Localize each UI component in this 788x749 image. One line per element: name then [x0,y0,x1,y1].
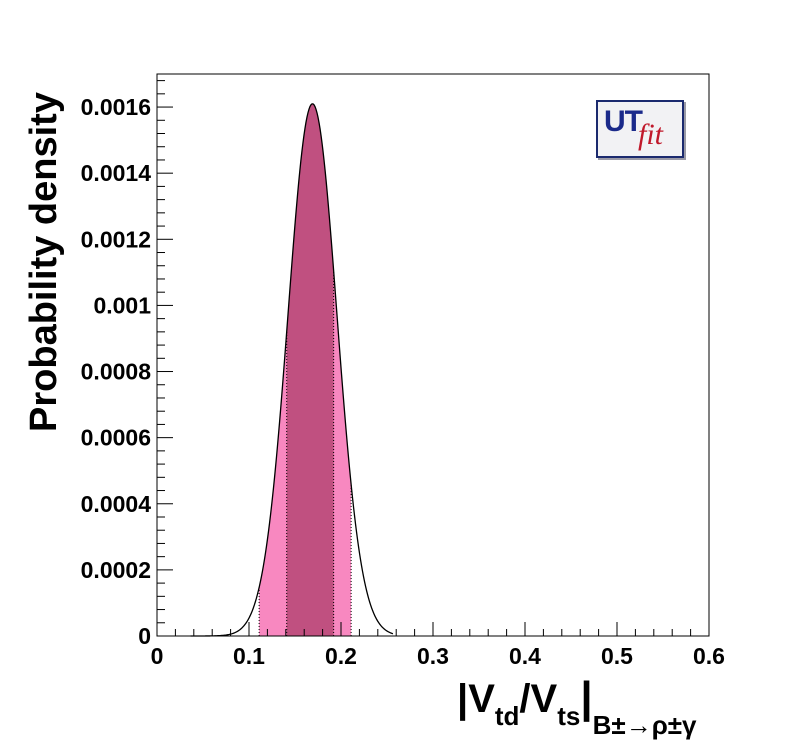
tick-labels: 0 0.1 0.2 0.3 0.4 0.5 0.6 0 0.0002 0.0004 0.0006 0.… [81,94,725,669]
y-tick-label: 0.0014 [81,160,152,186]
x-axis-label: |Vtd/Vts|B±→ρ±γ [457,673,697,740]
x-tick-label: 0.1 [233,643,265,669]
y-axis-label: Probability density [23,92,65,432]
band-dividers [258,270,352,636]
x-label-main: |V [457,677,495,721]
x-label-process: B±→ρ±γ [593,710,697,740]
logo-ut-text: UT [604,105,643,138]
plot-frame [156,73,710,637]
x-label-bar: | [580,673,592,723]
y-tick-label: 0.0008 [81,359,152,385]
x-tick-label: 0.6 [693,643,725,669]
x-tick-label: 0.2 [325,643,357,669]
x-label-sub-ts: ts [557,701,580,731]
density-curve [190,103,394,637]
band-68-region [286,103,334,636]
y-tick-label: 0.001 [93,292,151,318]
logo-fit-text: fit [638,118,664,151]
y-tick-label: 0.0004 [81,491,152,517]
y-tick-label: 0.0016 [81,94,151,120]
x-label-mid: /V [519,677,557,721]
x-tick-label: 0.3 [417,643,449,669]
x-label-sub-td: td [495,701,520,731]
y-tick-label: 0.0012 [81,226,151,252]
axis-ticks [156,80,710,637]
y-tick-label: 0.0002 [81,557,151,583]
x-tick-label: 0.5 [601,643,633,669]
utfit-logo: UT fit [596,100,684,158]
y-tick-label: 0.0006 [81,425,151,451]
y-tick-label: 0 [138,623,151,649]
distribution-fill [259,103,352,637]
x-tick-label: 0.4 [509,643,541,669]
x-tick-label: 0 [151,643,164,669]
